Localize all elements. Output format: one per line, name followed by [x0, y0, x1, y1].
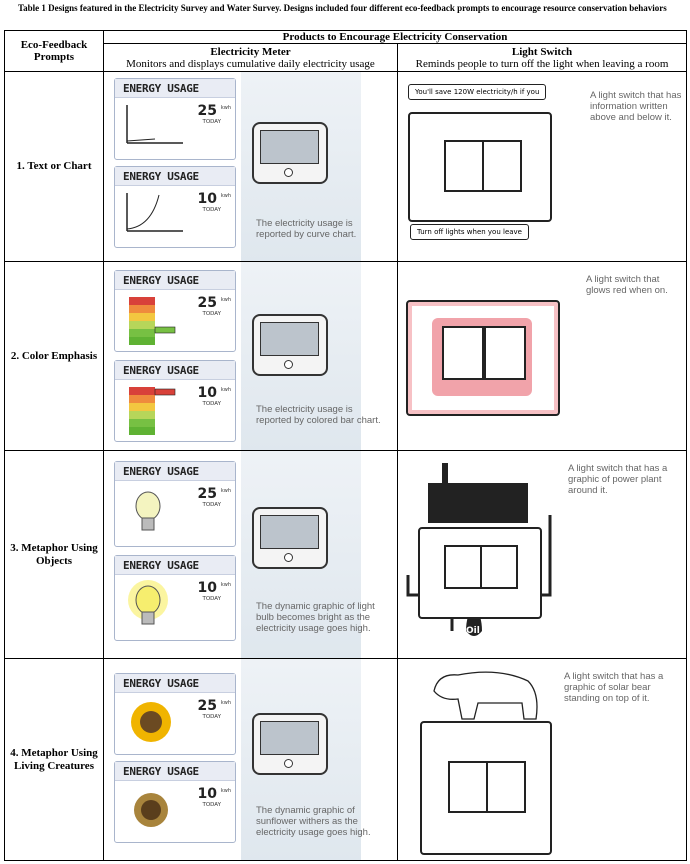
meter-cell-2: ENERGY USAGE 25 kwh TODAY ENERGY USAGE 1	[103, 261, 398, 451]
polar-bear-icon	[433, 671, 538, 720]
energy-panel-low: ENERGY USAGE 10 kwh TODAY	[114, 166, 236, 248]
switch-rocker-right	[482, 140, 522, 192]
energy-panel-high: ENERGY USAGE 25 kwh TODAY	[114, 461, 236, 547]
switch-rocker-right	[484, 326, 526, 380]
switch-cell-2: A light switch that glows red when on.	[397, 261, 687, 451]
switch-note: A light switch that glows red when on.	[586, 274, 668, 296]
bright-lightbulb-icon	[128, 580, 168, 625]
lightbulb-icon	[135, 491, 161, 531]
switch-rocker-right	[486, 761, 526, 813]
switch-rocker-left	[444, 140, 484, 192]
switch-cell-1: You'll save 120W electricity/h if you Tu…	[397, 71, 687, 262]
meter-device	[252, 713, 328, 775]
oil-label: Oil	[466, 626, 480, 636]
row-label-objects: 3. Metaphor Using Objects	[4, 450, 104, 659]
switch-plate	[408, 112, 552, 222]
sunflower-icon	[131, 702, 171, 742]
meter-cell-1: ENERGY USAGE 25 kwh TODAY ENERGY USAGE 10 k…	[103, 71, 398, 262]
header-meter: Electricity Meter Monitors and displays c…	[103, 43, 398, 72]
meter-cell-4: ENERGY USAGE 25 kwh TODAY ENERGY USAGE 10 k…	[103, 658, 398, 861]
energy-panel-low: ENERGY USAGE 10 kwh TODAY	[114, 555, 236, 641]
energy-panel-high: ENERGY USAGE 25 kwh TODAY	[114, 673, 236, 755]
power-plant-icon: Oil	[406, 463, 552, 636]
switch-rocker-left	[442, 326, 484, 380]
meter-note: The electricity usage is reported by col…	[256, 404, 381, 426]
meter-device	[252, 314, 328, 376]
switch-rocker-left	[444, 545, 482, 589]
switch-bottom-label: Turn off lights when you leave	[410, 224, 529, 240]
curve-chart-icon	[126, 193, 183, 232]
line-chart-icon	[126, 105, 183, 144]
switch-top-label: You'll save 120W electricity/h if you	[408, 84, 547, 100]
switch-cell-3: Oil A light switch that has a graphic of…	[397, 450, 687, 659]
switch-note: A light switch that has a graphic of sol…	[564, 671, 664, 704]
switch-cell-4: A light switch that has a graphic of sol…	[397, 658, 687, 861]
energy-panel-high: ENERGY USAGE 25 kwh TODAY	[114, 78, 236, 160]
switch-rocker-left	[448, 761, 488, 813]
meter-note: The dynamic graphic of sunflower withers…	[256, 805, 371, 838]
header-group: Products to Encourage Electricity Conser…	[103, 30, 687, 44]
designs-table: Eco-Feedback Prompts Products to Encoura…	[4, 30, 687, 861]
meter-device	[252, 507, 328, 569]
meter-cell-3: ENERGY USAGE 25 kwh TODAY ENERGY USAGE 10 k…	[103, 450, 398, 659]
switch-rocker-right	[480, 545, 518, 589]
switch-plate	[420, 721, 552, 855]
header-switch: Light Switch Reminds people to turn off t…	[397, 43, 687, 72]
row-label-text-chart: 1. Text or Chart	[4, 71, 104, 262]
row-label-creatures: 4. Metaphor Using Living Creatures	[4, 658, 104, 861]
switch-note: A light switch that has information writ…	[590, 90, 682, 123]
color-bar-icon	[129, 297, 176, 345]
switch-plate	[418, 527, 542, 619]
switch-plate-glowing	[406, 300, 560, 416]
meter-device	[252, 122, 328, 184]
energy-panel-high: ENERGY USAGE 25 kwh TODAY	[114, 270, 236, 352]
color-bar-icon	[129, 387, 176, 435]
meter-note: The dynamic graphic of light bulb become…	[256, 601, 375, 634]
table-caption: Table 1 Designs featured in the Electric…	[18, 3, 667, 13]
energy-panel-low: ENERGY USAGE 10 kwh TODAY	[114, 761, 236, 843]
withered-sunflower-icon	[134, 793, 168, 827]
row-label-color: 2. Color Emphasis	[4, 261, 104, 451]
energy-panel-low: ENERGY USAGE 10 kwh TODAY	[114, 360, 236, 442]
switch-note: A light switch that has a graphic of pow…	[568, 463, 668, 496]
header-prompts: Eco-Feedback Prompts	[4, 30, 104, 72]
meter-note: The electricity usage is reported by cur…	[256, 218, 357, 240]
